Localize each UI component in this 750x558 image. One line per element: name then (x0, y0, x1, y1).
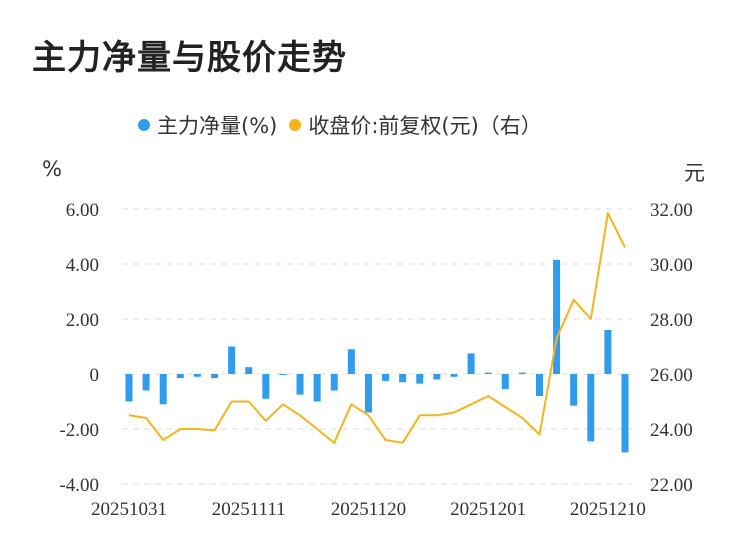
bar-series (125, 259, 629, 453)
legend: 主力净量(%) 收盘价:前复权(元)（右） (138, 110, 554, 140)
legend-price-dot-icon (289, 119, 302, 131)
bar-mark (604, 330, 612, 374)
bar-mark (142, 374, 150, 391)
x-axis-tick-label: 20251120 (331, 499, 406, 520)
bar-mark (450, 374, 458, 377)
right-axis-tick-label: 30.00 (650, 255, 693, 276)
right-axis-unit: 元 (684, 161, 705, 185)
price-line (128, 212, 626, 444)
x-axis-tick-label: 20251210 (570, 499, 646, 520)
right-axis-tick-label: 22.00 (650, 475, 693, 496)
bar-mark (347, 349, 355, 374)
bar-mark (518, 372, 526, 374)
legend-price-label: 收盘价:前复权(元)（右） (308, 114, 542, 138)
bar-mark (245, 367, 253, 374)
x-axis-tick-label: 20251201 (450, 499, 526, 520)
bar-mark (279, 374, 287, 375)
legend-net-dot-icon (138, 119, 150, 131)
bar-mark (484, 372, 492, 374)
bar-mark (193, 374, 201, 377)
left-axis-tick-label: -4.00 (59, 475, 99, 496)
bar-mark (211, 374, 219, 379)
bar-mark (364, 374, 372, 413)
x-axis-tick-label: 20251111 (212, 499, 286, 520)
left-axis-tick-label: 0 (90, 365, 100, 386)
legend-item-price[interactable]: 收盘价:前复权(元)（右） (289, 110, 542, 140)
legend-net-label: 主力净量(%) (157, 114, 278, 138)
legend-item-net[interactable]: 主力净量(%) (138, 110, 277, 140)
bar-mark (416, 374, 424, 384)
bar-mark (433, 374, 441, 380)
chart-title: 主力净量与股价走势 (32, 38, 347, 78)
bar-mark (501, 374, 509, 390)
left-axis-tick-label: 6.00 (66, 200, 99, 221)
bar-mark (587, 374, 595, 442)
bar-mark (296, 374, 304, 395)
x-axis-tick-label: 20251031 (91, 499, 167, 520)
left-axis-unit: % (42, 157, 62, 181)
bar-mark (176, 374, 184, 379)
bar-mark (262, 374, 270, 399)
line-series (128, 212, 626, 444)
right-axis-tick-label: 24.00 (650, 420, 693, 441)
left-axis-tick-label: -2.00 (59, 420, 99, 441)
right-axis-tick-label: 28.00 (650, 310, 693, 331)
bar-mark (621, 374, 629, 453)
left-axis-tick-label: 4.00 (66, 255, 99, 276)
right-axis-tick-label: 32.00 (650, 200, 693, 221)
right-axis-tick-label: 26.00 (650, 365, 693, 386)
bar-mark (228, 346, 236, 374)
bar-mark (570, 374, 578, 406)
bar-mark (382, 374, 390, 381)
bar-mark (330, 374, 338, 391)
bar-mark (535, 374, 543, 396)
bar-mark (399, 374, 407, 383)
bar-mark (553, 259, 561, 374)
axis-labels: 6.00 32.00 4.00 30.00 2.00 28.00 0 26.00 -2.00 24… (59, 200, 692, 520)
bar-mark (159, 374, 167, 405)
bar-mark (313, 374, 321, 402)
bar-mark (125, 374, 133, 402)
left-axis-tick-label: 2.00 (66, 310, 99, 331)
bar-mark (467, 353, 475, 374)
